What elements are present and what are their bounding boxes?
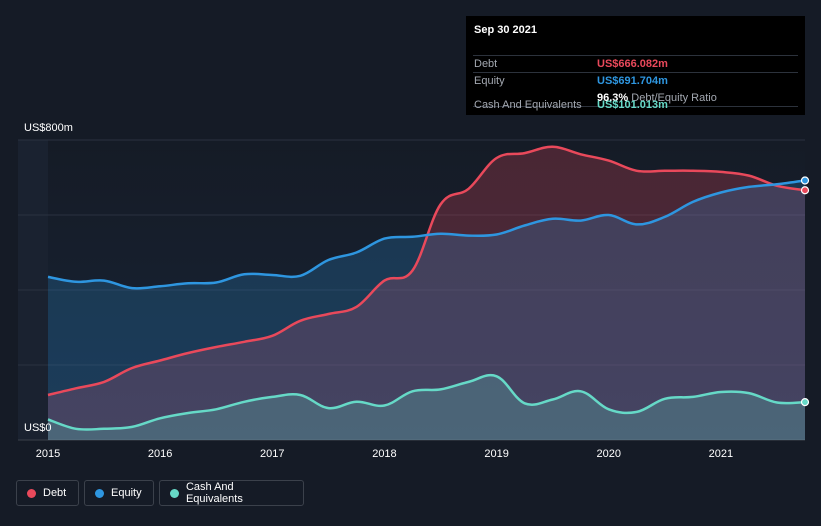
tooltip-equity-value: US$691.704m — [597, 75, 668, 87]
series-line-equity — [47, 179, 806, 290]
x-tick-label: 2018 — [372, 448, 397, 460]
series-line-cash-and-equivalents — [47, 373, 806, 431]
series-line-debt — [47, 145, 806, 397]
tooltip-row-ratio: 96.3% Debt/Equity Ratio — [466, 90, 805, 107]
legend-debt-dot-icon — [27, 488, 36, 498]
series-end-point-equity — [800, 176, 810, 185]
series-end-point-debt — [800, 186, 810, 195]
x-tick-label: 2019 — [484, 448, 509, 460]
x-tick-label: 2020 — [596, 448, 621, 460]
x-tick-label: 2021 — [708, 448, 734, 460]
y-axis-bottom-label: US$0 — [24, 422, 52, 434]
tooltip-date: Sep 30 2021 — [474, 24, 537, 36]
tooltip-ratio-value: 96.3% — [597, 92, 629, 104]
legend-equity-label: Equity — [111, 487, 142, 499]
tooltip-ratio: 96.3% Debt/Equity Ratio — [597, 92, 717, 104]
x-tick-label: 2017 — [260, 448, 285, 460]
series-area-equity — [48, 180, 805, 440]
tooltip-cash-label: Cash And Equivalents — [474, 99, 582, 111]
legend-debt-label: Debt — [43, 487, 67, 499]
series-area-cash-and-equivalents — [48, 375, 805, 440]
series-area-debt — [48, 146, 805, 440]
tooltip-panel: Sep 30 2021 Debt US$666.082m Equity US$6… — [466, 16, 805, 115]
legend-item-debt[interactable]: Debt — [16, 480, 79, 506]
y-axis-top-label: US$800m — [24, 122, 73, 134]
tooltip-row-cash: Cash And Equivalents US$101.013m — [466, 99, 805, 124]
tooltip-row-equity: Equity US$691.704m — [466, 72, 805, 90]
tooltip-equity-label: Equity — [474, 75, 505, 87]
tooltip-divider — [473, 72, 798, 73]
x-tick-label: 2016 — [147, 448, 173, 460]
legend-cash-dot-icon — [170, 488, 179, 498]
x-tick-label: 2015 — [35, 448, 61, 460]
legend-cash-label: Cash And Equivalents — [185, 481, 243, 505]
tooltip-debt-label: Debt — [474, 58, 498, 70]
series-end-point-cash-and-equivalents — [800, 398, 810, 407]
legend-item-cash[interactable]: Cash And Equivalents — [159, 480, 304, 506]
tooltip-divider — [473, 55, 798, 56]
tooltip-cash-value: US$101.013m — [597, 99, 668, 111]
legend-item-equity[interactable]: Equity — [84, 480, 154, 506]
tooltip-debt-value: US$666.082m — [597, 58, 668, 70]
tooltip-divider — [473, 106, 798, 107]
tooltip-ratio-label: Debt/Equity Ratio — [631, 92, 717, 104]
legend-equity-dot-icon — [95, 488, 104, 498]
tooltip-row-debt: Debt US$666.082m — [466, 55, 805, 73]
